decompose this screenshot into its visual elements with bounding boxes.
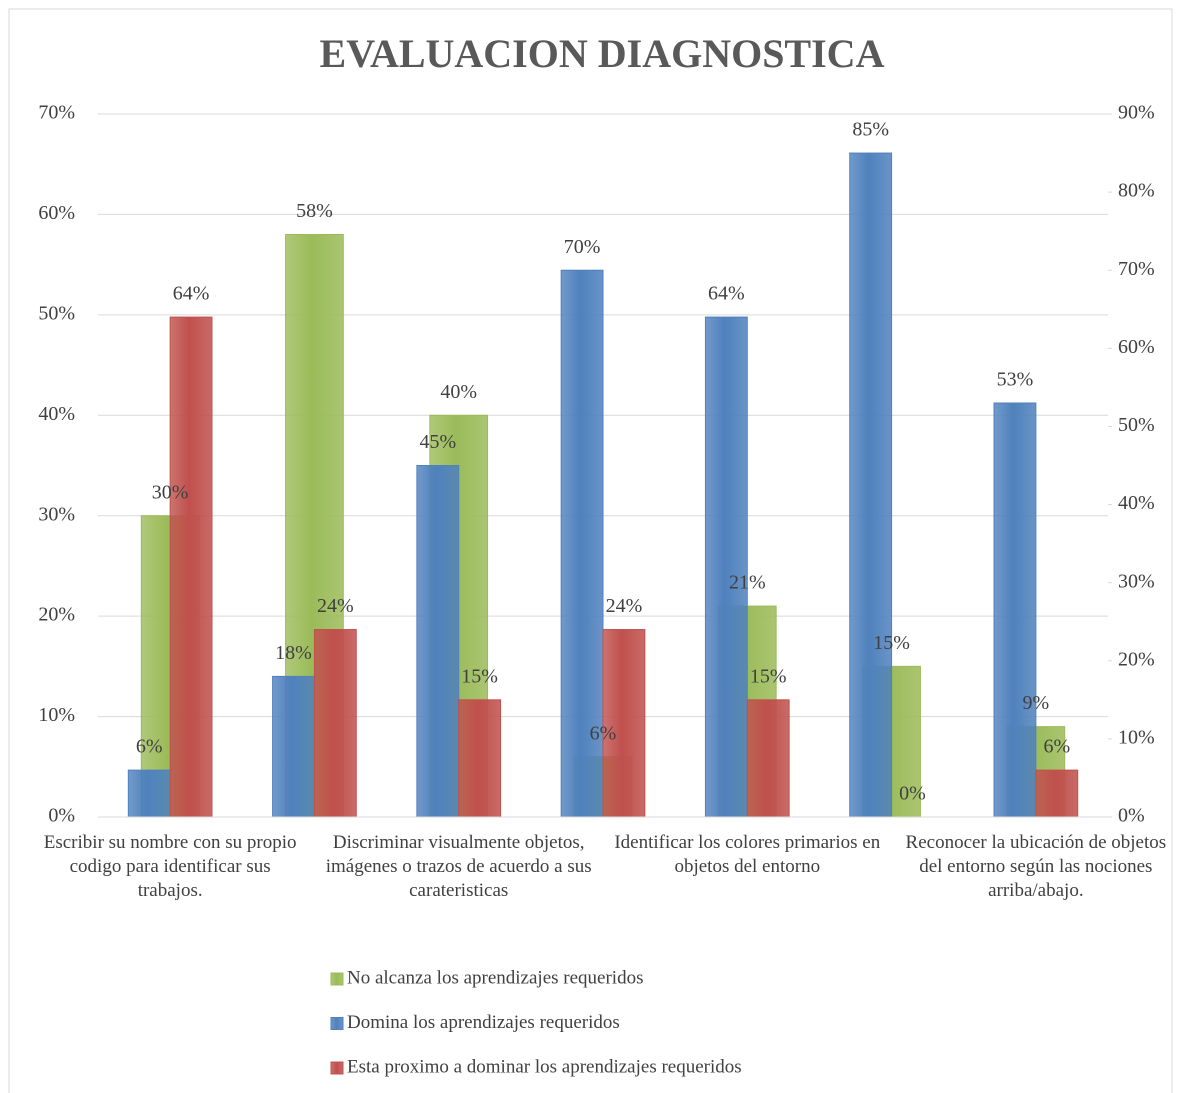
bar [272,675,315,818]
y2-tick-label: 60% [1118,336,1155,358]
bar [169,316,213,818]
y-tick-label: 10% [38,704,75,726]
y2-tick-label: 70% [1118,258,1155,280]
bar [416,465,460,818]
bar [127,769,171,818]
data-label: 70% [564,236,601,258]
y-tick-label: 0% [48,805,75,827]
data-label: 6% [136,736,163,758]
y2-tick-label: 30% [1118,570,1155,592]
y2-tick-label: 80% [1118,180,1155,202]
bar [746,699,790,818]
data-label: 85% [852,119,889,141]
legend-swatch [330,1017,344,1030]
y2-tick-label: 0% [1118,805,1145,827]
bar [1035,769,1079,818]
bar [602,629,646,818]
x-tick-label: Escribir su nombre con su propio codigo … [43,832,297,901]
x-tick-label: Identificar los colores primarios en obj… [614,832,881,877]
bar [560,269,604,818]
data-label: 0% [899,783,926,805]
legend-label: Domina los aprendizajes requeridos [347,1012,620,1033]
bar [993,402,1037,818]
x-tick-label: Reconocer la ubicación de objetos del en… [905,832,1167,901]
y-tick-label: 30% [38,503,75,525]
data-label: 6% [1043,736,1070,758]
bar [458,699,502,818]
y2-tick-label: 50% [1118,414,1155,436]
data-label: 24% [606,595,643,617]
data-label: 24% [317,595,354,617]
data-label: 40% [440,381,477,403]
bar [313,629,357,818]
data-label: 18% [275,642,312,664]
y-tick-label: 50% [38,302,75,324]
data-label: 53% [997,369,1034,391]
bar [849,152,893,818]
data-label: 9% [1023,692,1050,714]
x-tick-label: Discriminar visualmente objetos, imágene… [325,832,592,901]
y2-tick-label: 90% [1118,102,1155,124]
y-tick-label: 60% [38,202,75,224]
y-tick-label: 70% [38,102,75,124]
data-label: 45% [419,431,456,453]
bar [704,316,748,818]
data-label: 15% [873,632,910,654]
y2-tick-label: 40% [1118,492,1155,514]
data-label: 15% [461,665,498,687]
chart-title: EVALUACION DIAGNOSTICA [320,31,885,76]
legend-label: Esta proximo a dominar los aprendizajes … [347,1056,742,1077]
data-label: 64% [708,283,745,305]
y-tick-label: 20% [38,604,75,626]
data-label: 30% [152,481,189,503]
legend-label: No alcanza los aprendizajes requeridos [347,967,643,988]
data-label: 6% [590,722,617,744]
y2-tick-label: 10% [1118,726,1155,748]
legend-swatch [330,972,344,986]
legend-swatch [330,1061,344,1075]
data-label: 58% [296,200,333,222]
y2-tick-label: 20% [1118,648,1155,670]
data-label: 21% [729,572,766,594]
data-label: 64% [173,283,210,305]
data-label: 15% [750,665,787,687]
y-tick-label: 40% [38,403,75,425]
